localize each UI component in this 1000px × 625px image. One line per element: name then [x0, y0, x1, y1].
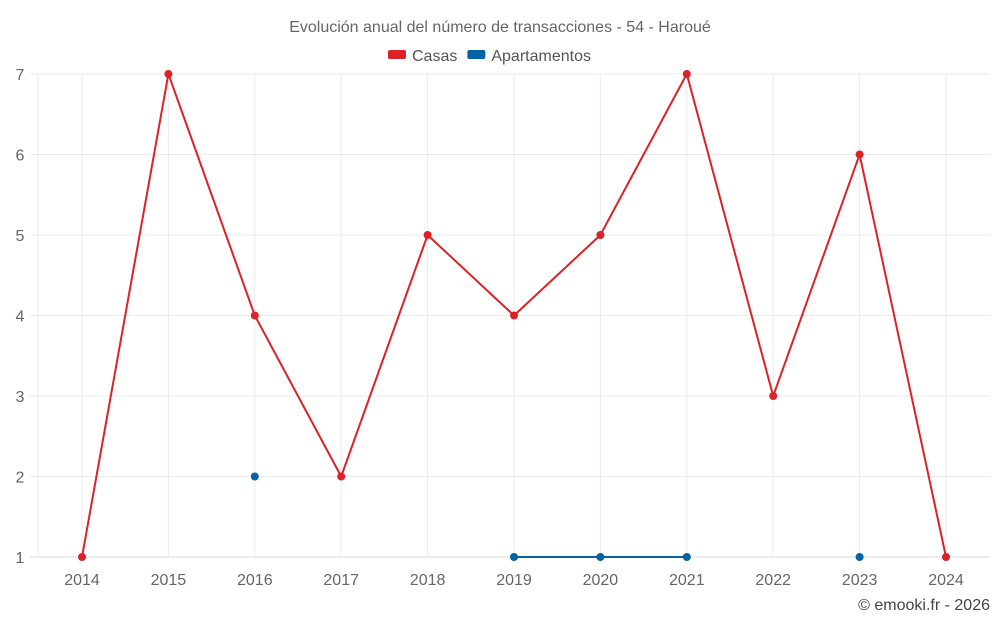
x-tick-label: 2018 [410, 572, 446, 589]
data-point [596, 553, 605, 561]
x-tick-label: 2023 [842, 572, 878, 589]
y-tick-label: 7 [16, 67, 25, 84]
y-tick-label: 6 [16, 148, 25, 165]
y-tick-label: 1 [16, 550, 25, 567]
legend-label: Apartamentos [491, 48, 591, 65]
series-apartamentos [250, 472, 864, 561]
data-point [78, 553, 86, 561]
x-tick-label: 2024 [928, 572, 964, 589]
series-casas [78, 70, 950, 561]
data-point [682, 553, 691, 561]
legend-swatch [388, 50, 406, 59]
x-tick-label: 2022 [755, 572, 791, 589]
data-point [942, 553, 950, 561]
y-tick-label: 2 [16, 470, 25, 487]
y-tick-label: 5 [16, 228, 25, 245]
data-point [769, 392, 778, 400]
x-tick-label: 2019 [496, 572, 532, 589]
data-point [510, 311, 518, 320]
data-point [250, 311, 259, 320]
data-point [250, 472, 259, 481]
data-point [682, 70, 691, 78]
axes: 1 2 3 4 5 6 7 2014 2015 2016 2017 2018 2019 2020 2021 2… [16, 67, 964, 589]
y-tick-label: 3 [16, 389, 25, 406]
x-tick-label: 2017 [323, 572, 359, 589]
data-point [596, 231, 605, 239]
chart-title: Evolución anual del número de transaccio… [289, 19, 711, 36]
data-point [855, 553, 864, 561]
data-point [337, 472, 346, 481]
legend-label: Casas [412, 48, 457, 65]
x-tick-label: 2016 [237, 572, 273, 589]
y-tick-label: 4 [16, 309, 25, 326]
data-point [164, 70, 173, 78]
legend: Casas Apartamentos [388, 48, 591, 65]
credit: © emooki.fr - 2026 [858, 597, 990, 614]
series [78, 70, 950, 561]
x-tick-label: 2014 [64, 572, 100, 589]
legend-swatch [467, 50, 486, 59]
data-point [855, 150, 864, 159]
x-tick-label: 2015 [151, 572, 187, 589]
x-tick-label: 2020 [583, 572, 619, 589]
data-point [510, 553, 518, 561]
data-point [423, 231, 432, 239]
x-tick-label: 2021 [669, 572, 705, 589]
